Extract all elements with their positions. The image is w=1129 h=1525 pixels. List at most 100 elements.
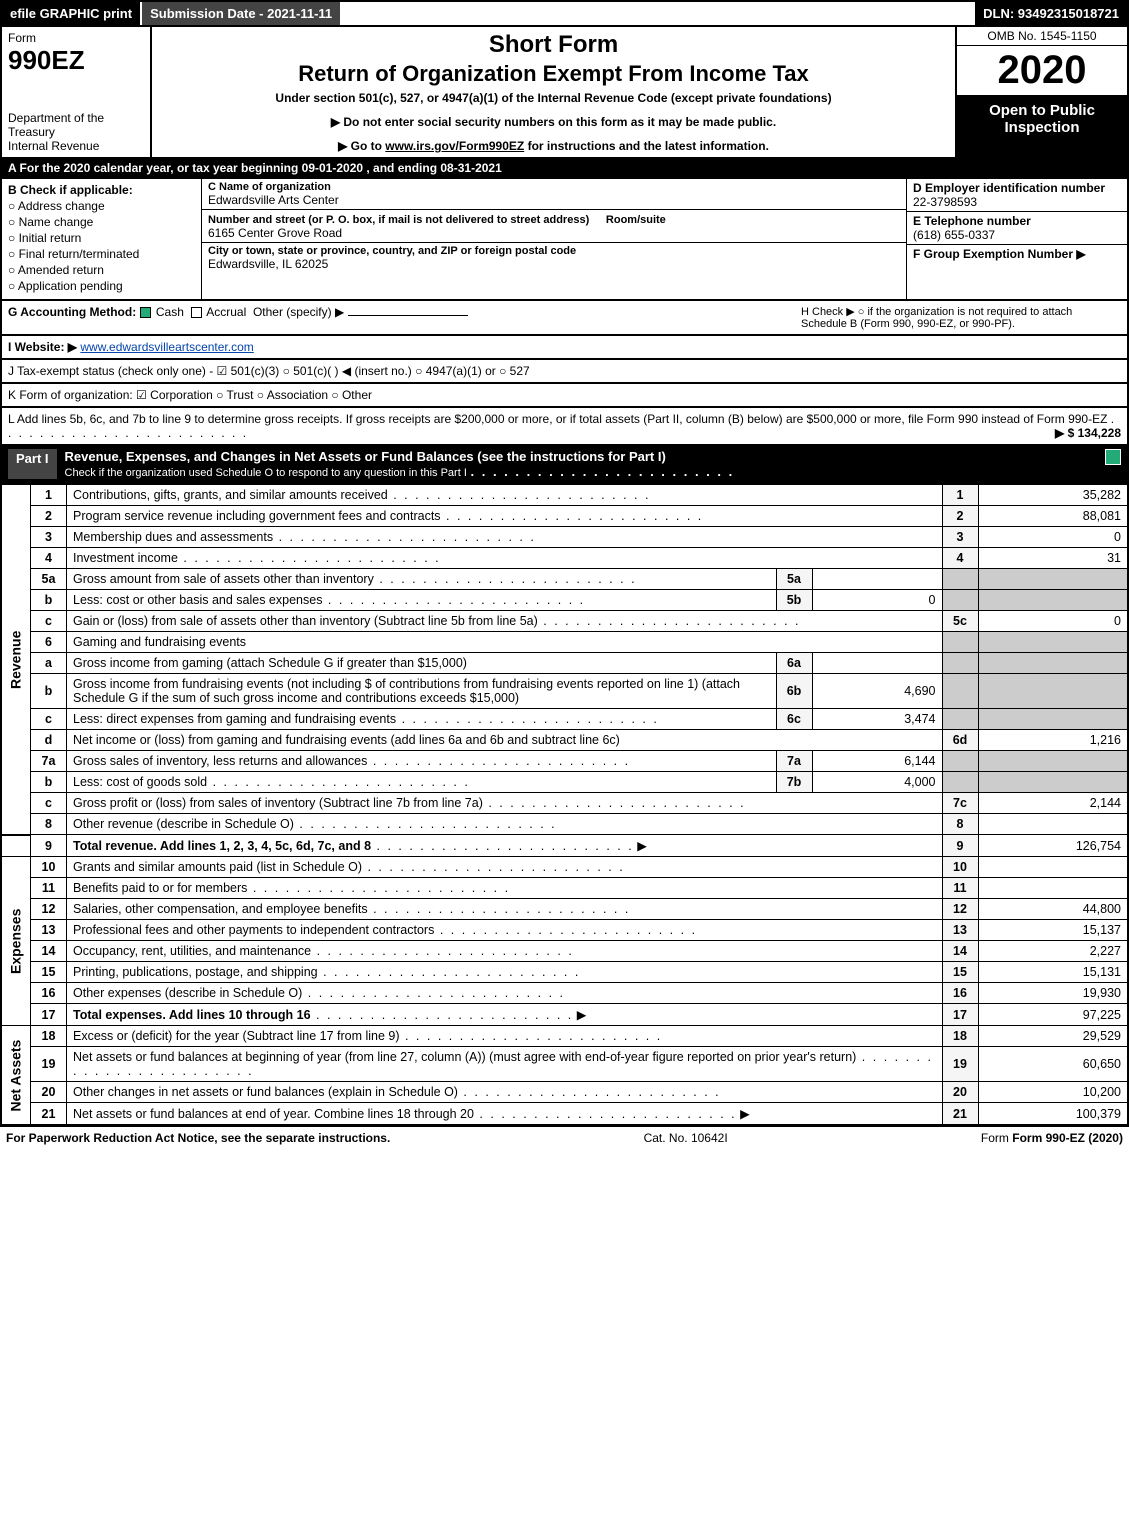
line-refnum: 3 (942, 527, 978, 548)
line-text: Net assets or fund balances at end of ye… (67, 1103, 943, 1126)
sub-amount: 4,000 (812, 772, 942, 793)
cell-org-name: C Name of organization Edwardsville Arts… (202, 179, 906, 210)
line-text: Gaming and fundraising events (67, 632, 943, 653)
irs-link[interactable]: www.irs.gov/Form990EZ (385, 139, 524, 153)
line-num: c (31, 709, 67, 730)
chk-address-change[interactable]: Address change (8, 199, 195, 213)
table-row: 21 Net assets or fund balances at end of… (1, 1103, 1128, 1126)
room-label: Room/suite (606, 214, 666, 226)
line-text: Other revenue (describe in Schedule O) (67, 814, 943, 835)
line-amount: 2,144 (978, 793, 1128, 814)
chk-name-change[interactable]: Name change (8, 215, 195, 229)
group-exemption-label: F Group Exemption Number ▶ (913, 247, 1086, 261)
chk-final-return[interactable]: Final return/terminated (8, 247, 195, 261)
arrow-icon: ▶ (637, 839, 647, 853)
chk-initial-return[interactable]: Initial return (8, 231, 195, 245)
sub-amount: 0 (812, 590, 942, 611)
line-refnum: 5c (942, 611, 978, 632)
line-text: Gross income from gaming (attach Schedul… (67, 653, 777, 674)
website-link[interactable]: www.edwardsvilleartscenter.com (80, 340, 253, 354)
dept-line1: Department of the Treasury (8, 111, 144, 139)
part1-header: Part I Revenue, Expenses, and Changes in… (0, 446, 1129, 484)
sub-amount: 6,144 (812, 751, 942, 772)
table-row: Revenue 1 Contributions, gifts, grants, … (1, 485, 1128, 506)
line-text: Program service revenue including govern… (67, 506, 943, 527)
part1-table: Revenue 1 Contributions, gifts, grants, … (0, 484, 1129, 1126)
line-text: Gross sales of inventory, less returns a… (67, 751, 777, 772)
chk-amended-return[interactable]: Amended return (8, 263, 195, 277)
line-amount: 126,754 (978, 835, 1128, 857)
line-refnum: 6d (942, 730, 978, 751)
shade-cell (942, 674, 978, 709)
line-amount: 2,227 (978, 941, 1128, 962)
empty-side (1, 835, 31, 857)
return-title: Return of Organization Exempt From Incom… (160, 61, 947, 87)
chk-accrual[interactable] (191, 307, 202, 318)
net-assets-side-label: Net Assets (1, 1026, 31, 1126)
sub-num: 7b (776, 772, 812, 793)
col-b-checkboxes: B Check if applicable: Address change Na… (2, 179, 202, 299)
ein-label: D Employer identification number (913, 181, 1121, 195)
sec-i: I Website: ▶ www.edwardsvilleartscenter.… (0, 336, 1129, 360)
cell-address: Number and street (or P. O. box, if mail… (202, 210, 906, 243)
line-num: 7a (31, 751, 67, 772)
dots-icon (471, 464, 735, 479)
phone-value: (618) 655-0337 (913, 228, 1121, 242)
g-label: G Accounting Method: (8, 305, 136, 319)
chk-cash[interactable] (140, 307, 151, 318)
expenses-side-label: Expenses (1, 857, 31, 1026)
shade-cell (978, 709, 1128, 730)
table-row: b Less: cost of goods sold 7b 4,000 (1, 772, 1128, 793)
chk-application-pending[interactable]: Application pending (8, 279, 195, 293)
table-row: 14 Occupancy, rent, utilities, and maint… (1, 941, 1128, 962)
cell-ein: D Employer identification number 22-3798… (907, 179, 1127, 212)
schedule-o-checkbox[interactable] (1105, 449, 1121, 465)
line-text: Total revenue. Add lines 1, 2, 3, 4, 5c,… (67, 835, 943, 857)
shade-cell (942, 709, 978, 730)
table-row: c Less: direct expenses from gaming and … (1, 709, 1128, 730)
line-num: 8 (31, 814, 67, 835)
line-amount (978, 814, 1128, 835)
line-num: b (31, 674, 67, 709)
line-text: Membership dues and assessments (67, 527, 943, 548)
table-row: 15 Printing, publications, postage, and … (1, 962, 1128, 983)
line-refnum: 1 (942, 485, 978, 506)
line-amount (978, 857, 1128, 878)
table-row: c Gain or (loss) from sale of assets oth… (1, 611, 1128, 632)
line-num: 13 (31, 920, 67, 941)
efile-print-button[interactable]: efile GRAPHIC print (2, 2, 142, 25)
cat-number: Cat. No. 10642I (644, 1131, 728, 1145)
row-a-tax-year: A For the 2020 calendar year, or tax yea… (0, 159, 1129, 179)
table-row: 5a Gross amount from sale of assets othe… (1, 569, 1128, 590)
revenue-side-label: Revenue (1, 485, 31, 835)
sec-l: L Add lines 5b, 6c, and 7b to line 9 to … (0, 408, 1129, 446)
line-amount: 97,225 (978, 1004, 1128, 1026)
header-right: OMB No. 1545-1150 2020 Open to Public In… (957, 27, 1127, 157)
org-name-label: C Name of organization (208, 181, 900, 193)
other-specify-input[interactable] (348, 315, 468, 316)
line-num: 14 (31, 941, 67, 962)
dln-label: DLN: 93492315018721 (975, 2, 1127, 25)
line-text: Occupancy, rent, utilities, and maintena… (67, 941, 943, 962)
cell-city: City or town, state or province, country… (202, 243, 906, 273)
line-refnum: 14 (942, 941, 978, 962)
table-row: d Net income or (loss) from gaming and f… (1, 730, 1128, 751)
line-amount: 0 (978, 611, 1128, 632)
line-num: b (31, 772, 67, 793)
line-refnum: 2 (942, 506, 978, 527)
line-num: 10 (31, 857, 67, 878)
sub-amount (812, 569, 942, 590)
shade-cell (978, 653, 1128, 674)
line-amount: 19,930 (978, 983, 1128, 1004)
line-num: 16 (31, 983, 67, 1004)
website-label: I Website: ▶ (8, 340, 77, 354)
table-row: 6 Gaming and fundraising events (1, 632, 1128, 653)
sub-num: 6c (776, 709, 812, 730)
line-refnum: 21 (942, 1103, 978, 1126)
shade-cell (978, 772, 1128, 793)
line-amount: 10,200 (978, 1082, 1128, 1103)
line-refnum: 20 (942, 1082, 978, 1103)
goto-pre: ▶ Go to (338, 139, 385, 153)
top-bar: efile GRAPHIC print Submission Date - 20… (0, 0, 1129, 27)
paperwork-notice: For Paperwork Reduction Act Notice, see … (6, 1131, 390, 1145)
